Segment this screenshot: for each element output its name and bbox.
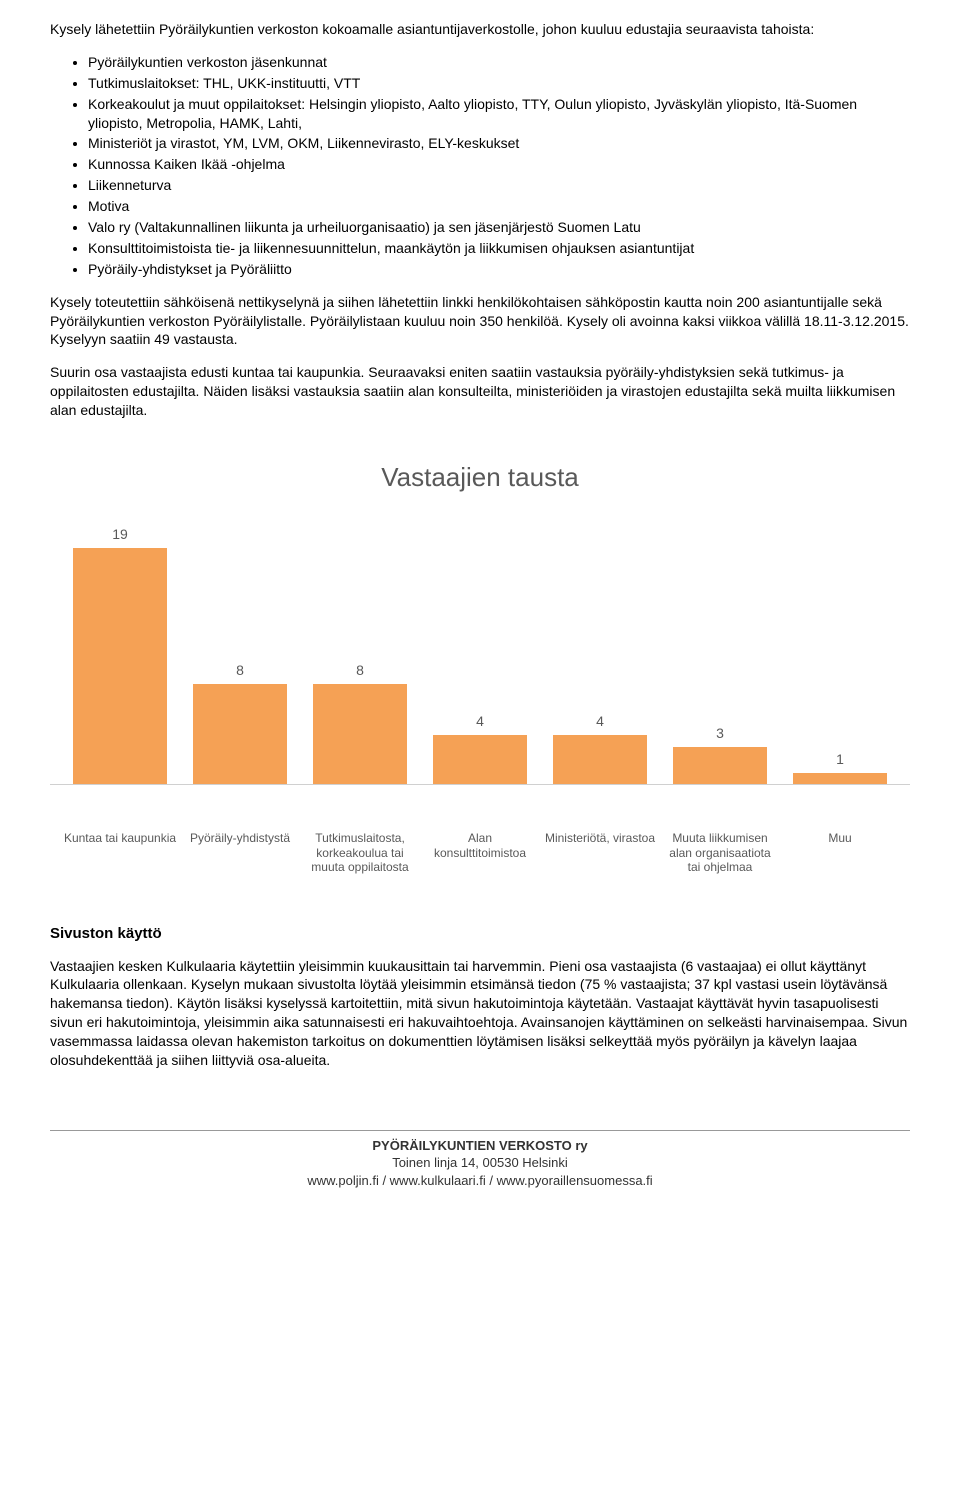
bar-rect: [73, 548, 167, 785]
bar-group: 8: [180, 525, 300, 785]
bar-category-label: Alan konsulttitoimistoa: [420, 831, 540, 874]
bullet-list: Pyöräilykuntien verkoston jäsenkunnat Tut…: [50, 53, 910, 279]
bullet-item: Ministeriöt ja virastot, YM, LVM, OKM, L…: [88, 134, 910, 153]
bar-group: 19: [60, 525, 180, 785]
bar-rect: [313, 684, 407, 785]
page-footer: PYÖRÄILYKUNTIEN VERKOSTO ry Toinen linja…: [50, 1130, 910, 1190]
bullet-item: Pyöräily-yhdistykset ja Pyöräliitto: [88, 260, 910, 279]
chart-x-axis: [50, 784, 910, 785]
bullet-item: Pyöräilykuntien verkoston jäsenkunnat: [88, 53, 910, 72]
bar-value-label: 19: [112, 525, 128, 544]
footer-org-name: PYÖRÄILYKUNTIEN VERKOSTO ry: [50, 1137, 910, 1155]
bar-value-label: 8: [356, 661, 364, 680]
bar-category-label: Kuntaa tai kaupunkia: [60, 831, 180, 874]
bullet-item: Liikenneturva: [88, 176, 910, 195]
bar-group: 3: [660, 525, 780, 785]
footer-urls: www.poljin.fi / www.kulkulaari.fi / www.…: [50, 1172, 910, 1190]
bullet-item: Konsulttitoimistoista tie- ja liikennesu…: [88, 239, 910, 258]
bullet-item: Tutkimuslaitokset: THL, UKK-instituutti,…: [88, 74, 910, 93]
bar-value-label: 4: [476, 712, 484, 731]
bar-value-label: 3: [716, 724, 724, 743]
bar-group: 4: [540, 525, 660, 785]
bar-value-label: 4: [596, 712, 604, 731]
bar-category-label: Muu: [780, 831, 900, 874]
bar-category-label: Pyöräily-yhdistystä: [180, 831, 300, 874]
bullet-item: Valo ry (Valtakunnallinen liikunta ja ur…: [88, 218, 910, 237]
chart-title: Vastaajien tausta: [50, 460, 910, 495]
bar-group: 8: [300, 525, 420, 785]
bar-rect: [553, 735, 647, 786]
bar-rect: [433, 735, 527, 786]
chart-container: Vastaajien tausta 19 8 8 4 4 3 1 Kuntaa tai ka…: [50, 460, 910, 874]
bar-value-label: 1: [836, 750, 844, 769]
bar-category-label: Tutkimuslaitosta, korkeakoulua tai muuta…: [300, 831, 420, 874]
footer-address: Toinen linja 14, 00530 Helsinki: [50, 1154, 910, 1172]
bar-group: 4: [420, 525, 540, 785]
bar-rect: [193, 684, 287, 785]
results-paragraph: Suurin osa vastaajista edusti kuntaa tai…: [50, 363, 910, 420]
bullet-item: Kunnossa Kaiken Ikää -ohjelma: [88, 155, 910, 174]
bullet-item: Motiva: [88, 197, 910, 216]
intro-paragraph: Kysely lähetettiin Pyöräilykuntien verko…: [50, 20, 910, 39]
bar-category-label: Muuta liikkumisen alan organisaatiota ta…: [660, 831, 780, 874]
section-usage-title: Sivuston käyttö: [50, 924, 910, 944]
bar-rect: [673, 747, 767, 785]
bar-category-label: Ministeriötä, virastoa: [540, 831, 660, 874]
bullet-item: Korkeakoulut ja muut oppilaitokset: Hels…: [88, 95, 910, 133]
method-paragraph: Kysely toteutettiin sähköisenä nettikyse…: [50, 293, 910, 350]
bar-chart: 19 8 8 4 4 3 1: [50, 525, 910, 825]
chart-x-labels: Kuntaa tai kaupunkiaPyöräily-yhdistystäT…: [50, 825, 910, 874]
section-usage-body: Vastaajien kesken Kulkulaaria käytettiin…: [50, 957, 910, 1070]
bar-value-label: 8: [236, 661, 244, 680]
bar-group: 1: [780, 525, 900, 785]
